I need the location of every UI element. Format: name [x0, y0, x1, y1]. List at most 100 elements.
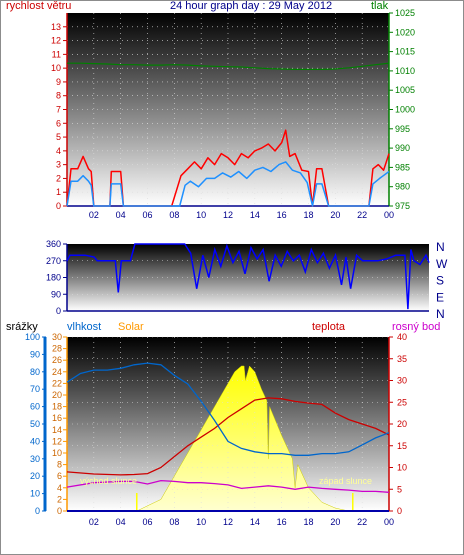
rain-label: srážky	[6, 321, 38, 333]
wind-tick-label: 9	[56, 77, 61, 87]
direction-series	[66, 243, 430, 310]
temperature-tick-label: 40	[397, 332, 407, 342]
x-tick-label: 00	[384, 210, 394, 220]
pressure-tick-label: 1020	[395, 27, 415, 37]
x-tick-label: 06	[142, 210, 152, 220]
climate-series	[66, 362, 390, 512]
wind-tick-label: 3	[56, 160, 61, 170]
wind-tick-label: 13	[51, 22, 61, 32]
x-tick-label: 16	[277, 210, 287, 220]
wind-direction-line	[66, 243, 430, 310]
x-tick-label: 10	[196, 210, 206, 220]
solar-tick-label: 30	[52, 332, 62, 342]
rain-tick-label: 60	[30, 402, 40, 412]
solar-tick-label: 28	[52, 344, 62, 354]
solar-tick-label: 26	[52, 355, 62, 365]
temperature-tick-label: 25	[397, 397, 407, 407]
rain-tick-label: 20	[30, 471, 40, 481]
rain-tick-label: 10	[30, 489, 40, 499]
wind-tick-label: 10	[51, 63, 61, 73]
compass-label: S	[436, 274, 444, 288]
solar-tick-label: 12	[52, 436, 62, 446]
wind-tick-label: 7	[56, 105, 61, 115]
dewpoint-label: rosný bod	[392, 321, 441, 333]
wind-tick-label: 4	[56, 146, 61, 156]
pressure-tick-label: 985	[395, 162, 410, 172]
compass-label: W	[436, 257, 448, 271]
wind-average-line	[66, 161, 390, 207]
wind-tick-label: 5	[56, 132, 61, 142]
solar-tick-label: 24	[52, 367, 62, 377]
solar-tick-label: 10	[52, 448, 62, 458]
pressure-tick-label: 1015	[395, 47, 415, 57]
temperature-label: teplota	[312, 321, 346, 333]
wind-tick-label: 0	[56, 201, 61, 211]
x-tick-label: 20	[330, 517, 340, 527]
x-tick-label: 14	[250, 210, 260, 220]
x-tick-label: 14	[250, 517, 260, 527]
wind-series	[66, 62, 390, 207]
humidity-label: vlhkost	[67, 321, 102, 333]
rain-tick-label: 30	[30, 454, 40, 464]
climate-grid	[67, 336, 390, 511]
x-tick-label: 22	[357, 210, 367, 220]
x-tick-label: 08	[169, 517, 179, 527]
pressure-label: tlak	[371, 0, 389, 12]
solar-label: Solar	[118, 321, 144, 333]
x-tick-label: 20	[330, 210, 340, 220]
x-tick-label: 18	[303, 517, 313, 527]
temperature-tick-label: 0	[397, 506, 402, 516]
dewpoint-line	[66, 479, 390, 493]
temperature-tick-label: 5	[397, 484, 402, 494]
wind-tick-label: 8	[56, 91, 61, 101]
wind-tick-label: 6	[56, 118, 61, 128]
wind-axes: 0123456789101112139759809859909951000100…	[51, 8, 415, 220]
solar-tick-label: 14	[52, 425, 62, 435]
rain-tick-label: 50	[30, 419, 40, 429]
temperature-tick-label: 15	[397, 441, 407, 451]
pressure-tick-label: 975	[395, 201, 410, 211]
wind-tick-label: 2	[56, 173, 61, 183]
solar-tick-label: 8	[57, 460, 62, 470]
rain-tick-label: 0	[35, 506, 40, 516]
rain-tick-label: 40	[30, 436, 40, 446]
x-tick-label: 04	[116, 517, 126, 527]
compass-label: N	[436, 307, 445, 321]
pressure-tick-label: 980	[395, 182, 410, 192]
rain-tick-label: 80	[30, 367, 40, 377]
x-tick-label: 18	[303, 210, 313, 220]
direction-tick-label: 180	[46, 273, 61, 283]
pressure-tick-label: 995	[395, 124, 410, 134]
direction-tick-label: 360	[46, 239, 61, 249]
rain-tick-label: 70	[30, 384, 40, 394]
compass-label: N	[436, 240, 445, 254]
solar-tick-label: 6	[57, 471, 62, 481]
solar-tick-label: 4	[57, 483, 62, 493]
sunrise-label: východ slunce	[80, 476, 137, 486]
solar-tick-label: 20	[52, 390, 62, 400]
temperature-tick-label: 35	[397, 354, 407, 364]
solar-tick-label: 2	[57, 494, 62, 504]
wind-tick-label: 12	[51, 36, 61, 46]
solar-tick-label: 16	[52, 413, 62, 423]
wind-speed-label: rychlost větru	[6, 0, 72, 12]
x-tick-label: 02	[89, 517, 99, 527]
rain-tick-label: 90	[30, 349, 40, 359]
sunset-label: západ slunce	[319, 476, 372, 486]
temperature-tick-label: 30	[397, 376, 407, 386]
x-tick-label: 12	[223, 517, 233, 527]
pressure-tick-label: 1025	[395, 8, 415, 18]
pressure-tick-label: 1000	[395, 105, 415, 115]
compass-label: E	[436, 290, 444, 304]
pressure-line	[67, 62, 390, 71]
temperature-tick-label: 20	[397, 419, 407, 429]
direction-tick-label: 0	[56, 306, 61, 316]
x-tick-label: 06	[142, 517, 152, 527]
x-tick-label: 08	[169, 210, 179, 220]
solar-tick-label: 18	[52, 402, 62, 412]
temperature-tick-label: 10	[397, 463, 407, 473]
x-tick-label: 04	[116, 210, 126, 220]
x-tick-label: 16	[277, 517, 287, 527]
